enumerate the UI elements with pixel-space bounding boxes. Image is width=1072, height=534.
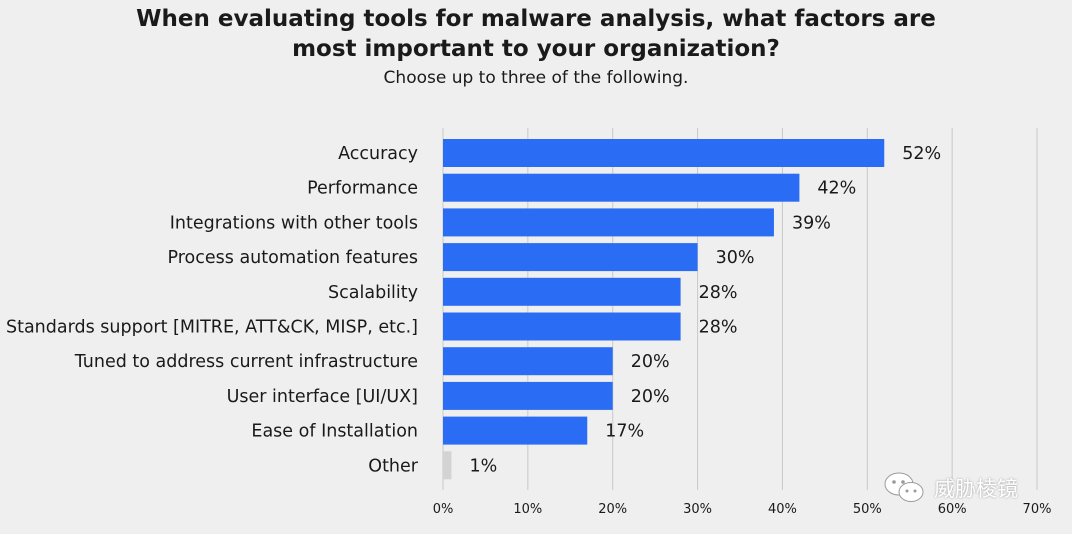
value-label: 28%	[699, 283, 738, 303]
value-label: 30%	[716, 248, 755, 268]
category-label: User interface [UI/UX]	[227, 387, 418, 407]
category-label: Integrations with other tools	[170, 213, 418, 233]
bar	[443, 347, 613, 376]
category-label: Scalability	[328, 283, 418, 303]
x-tick-label: 40%	[768, 502, 797, 517]
category-label: Performance	[307, 179, 418, 199]
bar	[443, 416, 588, 445]
bar	[443, 243, 698, 272]
value-label: 1%	[469, 456, 497, 476]
value-label: 42%	[817, 179, 856, 199]
value-label: 28%	[699, 318, 738, 338]
value-label: 39%	[792, 213, 831, 233]
bar	[443, 139, 885, 167]
x-tick-label: 70%	[1023, 502, 1052, 517]
category-label: Other	[368, 456, 418, 476]
x-tick-label: 30%	[683, 502, 712, 517]
category-label: Standards support [MITRE, ATT&CK, MISP, …	[6, 318, 418, 338]
wechat-icon	[884, 472, 924, 502]
bar	[443, 277, 681, 306]
watermark: 威胁棱镜	[882, 470, 1018, 506]
chart-title-line-2: most important to your organization?	[292, 36, 780, 62]
bar	[443, 381, 613, 410]
x-tick-label: 60%	[938, 502, 967, 517]
category-label: Tuned to address current infrastructure	[74, 352, 418, 372]
value-label: 20%	[631, 352, 670, 372]
bar	[443, 312, 681, 341]
value-label: 20%	[631, 387, 670, 407]
x-tick-label: 20%	[598, 502, 627, 517]
bar	[443, 173, 800, 202]
x-tick-label: 10%	[513, 502, 542, 517]
category-label: Ease of Installation	[251, 422, 418, 442]
chart-subtitle: Choose up to three of the following.	[383, 68, 689, 88]
chart-title-line-1: When evaluating tools for malware analys…	[136, 6, 936, 32]
x-tick-label: 50%	[853, 502, 882, 517]
x-tick-label: 0%	[433, 502, 454, 517]
value-label: 52%	[902, 144, 941, 164]
watermark-text: 威胁棱镜	[934, 477, 1018, 501]
value-label: 17%	[605, 422, 644, 442]
chart-title: When evaluating tools for malware analys…	[0, 4, 1072, 64]
category-label: Process automation features	[168, 248, 419, 268]
category-label: Accuracy	[338, 144, 418, 164]
bar	[443, 208, 774, 237]
bar	[443, 451, 452, 480]
